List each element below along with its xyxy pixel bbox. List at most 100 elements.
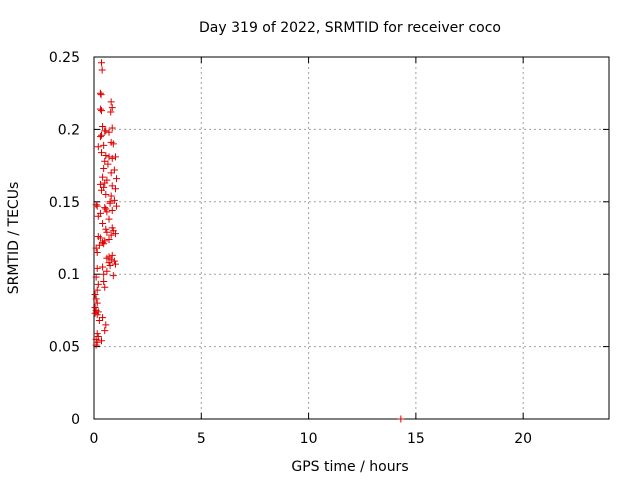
data-point (109, 272, 117, 280)
x-tick-labels: 0 5 10 15 20 (90, 431, 533, 447)
data-point (111, 185, 119, 193)
chart-title: Day 319 of 2022, SRMTID for receiver coc… (199, 20, 501, 36)
y-tick-labels: 0 0.05 0.1 0.15 0.2 0.25 (49, 50, 80, 428)
data-point (108, 154, 116, 162)
x-tick-label: 5 (197, 431, 206, 447)
data-point (107, 98, 115, 106)
data-point (99, 263, 107, 271)
data-point (98, 59, 106, 67)
data-point (98, 131, 106, 139)
data-point (93, 248, 101, 256)
data-point (105, 259, 113, 267)
data-point (102, 321, 110, 329)
data-point (108, 224, 116, 232)
y-tick-label: 0.15 (49, 195, 80, 211)
data-point (108, 104, 116, 112)
data-point (93, 338, 101, 346)
data-point (102, 151, 110, 159)
data-point (94, 280, 102, 288)
data-point (103, 267, 111, 275)
data-point (101, 179, 109, 187)
data-point (97, 91, 105, 99)
data-point (96, 234, 104, 242)
data-point (92, 273, 100, 281)
x-axis-label: GPS time / hours (291, 459, 408, 475)
data-point (111, 260, 119, 268)
data-point (110, 166, 118, 174)
data-point (93, 299, 101, 307)
y-tick-label: 0.1 (58, 267, 80, 283)
data-point (105, 128, 113, 136)
axis-ticks (93, 56, 609, 420)
data-point (99, 220, 107, 228)
data-point (103, 254, 111, 262)
data-point (101, 237, 109, 245)
data-point (101, 283, 109, 291)
data-point (96, 89, 104, 97)
data-point (92, 244, 100, 252)
data-point (108, 124, 116, 132)
data-point (102, 205, 110, 213)
data-point (105, 235, 113, 243)
data-point (107, 192, 115, 200)
data-point (109, 140, 117, 148)
y-tick-label: 0.2 (58, 122, 80, 138)
data-point (102, 191, 110, 199)
data-point (94, 143, 102, 151)
data-point (106, 262, 114, 270)
data-point (94, 308, 102, 316)
data-point (100, 164, 108, 172)
x-tick-label: 15 (407, 431, 425, 447)
data-point (113, 202, 121, 210)
data-point (113, 175, 121, 183)
data-point (105, 153, 113, 161)
data-point (105, 215, 113, 223)
y-tick-label: 0.05 (49, 340, 80, 356)
data-points (91, 59, 405, 423)
grid-lines (94, 57, 609, 419)
data-point (103, 208, 111, 216)
x-tick-label: 0 (90, 431, 99, 447)
data-point (101, 127, 109, 135)
data-point (95, 317, 103, 325)
data-point (101, 327, 109, 335)
data-point (111, 153, 119, 161)
data-point (98, 107, 106, 115)
data-point (110, 257, 118, 265)
data-point (107, 231, 115, 239)
data-point (93, 330, 101, 338)
data-point (98, 186, 106, 194)
data-point (108, 182, 116, 190)
data-point (98, 337, 106, 345)
data-point (92, 295, 100, 303)
x-tick-label: 20 (514, 431, 532, 447)
data-point (95, 241, 103, 249)
data-point (92, 341, 100, 349)
x-tick-label: 10 (300, 431, 318, 447)
data-point (96, 133, 104, 141)
data-point (99, 123, 107, 131)
data-point (102, 225, 110, 233)
data-point (93, 202, 101, 210)
data-point (99, 173, 107, 181)
data-point (104, 160, 112, 168)
data-point (107, 108, 115, 116)
data-point (100, 141, 108, 149)
data-point (96, 105, 104, 113)
data-point (99, 314, 107, 322)
data-point (100, 240, 108, 248)
y-tick-label: 0 (71, 412, 80, 428)
data-point (96, 209, 104, 217)
y-axis-label: SRMTID / TECUs (6, 182, 22, 295)
data-point (98, 66, 106, 74)
data-point (106, 199, 114, 207)
data-point (108, 206, 116, 214)
data-point (98, 149, 106, 157)
data-point (397, 415, 405, 423)
data-point (103, 228, 111, 236)
data-point (101, 204, 109, 212)
data-point (93, 311, 101, 319)
data-point (93, 286, 101, 294)
data-point (96, 180, 104, 188)
